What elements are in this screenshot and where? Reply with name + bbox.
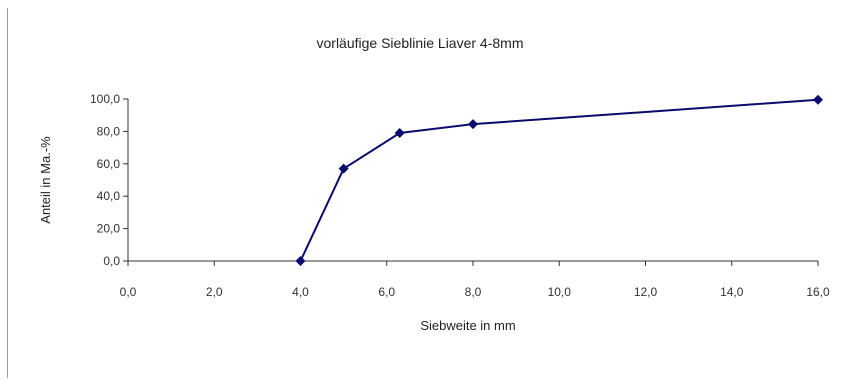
- y-tick-label: 40,0: [97, 189, 121, 203]
- series-line: [299, 98, 819, 262]
- y-tick-label: 80,0: [97, 124, 121, 138]
- y-tick-label: 20,0: [97, 222, 121, 236]
- data-point-marker: [468, 119, 478, 130]
- left-border-line: [7, 8, 8, 378]
- x-tick-label: 10,0: [548, 285, 572, 299]
- x-tick-label: 2,0: [206, 285, 223, 299]
- data-point-marker: [813, 94, 823, 105]
- x-tick-label: 6,0: [378, 285, 395, 299]
- y-tick-label: 60,0: [97, 157, 121, 171]
- x-axis-label: Siebweite in mm: [420, 318, 515, 333]
- y-tick-label: 0,0: [103, 254, 120, 268]
- y-tick-label: 100,0: [90, 92, 120, 106]
- x-tick-label: 16,0: [806, 285, 830, 299]
- x-tick-label: 8,0: [465, 285, 482, 299]
- data-point-marker: [295, 256, 306, 266]
- tick-labels: 0,0 20,0 40,0 60,0 80,0 100,0 0,0 2,0 4,0 6,0 8,0 1…: [90, 92, 830, 299]
- x-tick-label: 12,0: [634, 285, 658, 299]
- y-axis-label: Anteil in Ma.-%: [38, 136, 53, 224]
- x-tick-label: 4,0: [292, 285, 309, 299]
- data-point-marker: [394, 128, 405, 139]
- x-tick-label: 0,0: [120, 285, 137, 299]
- x-tick-label: 14,0: [720, 285, 744, 299]
- data-series: [295, 94, 823, 266]
- data-point-marker: [338, 163, 349, 174]
- chart-title: vorläufige Sieblinie Liaver 4-8mm: [317, 35, 524, 51]
